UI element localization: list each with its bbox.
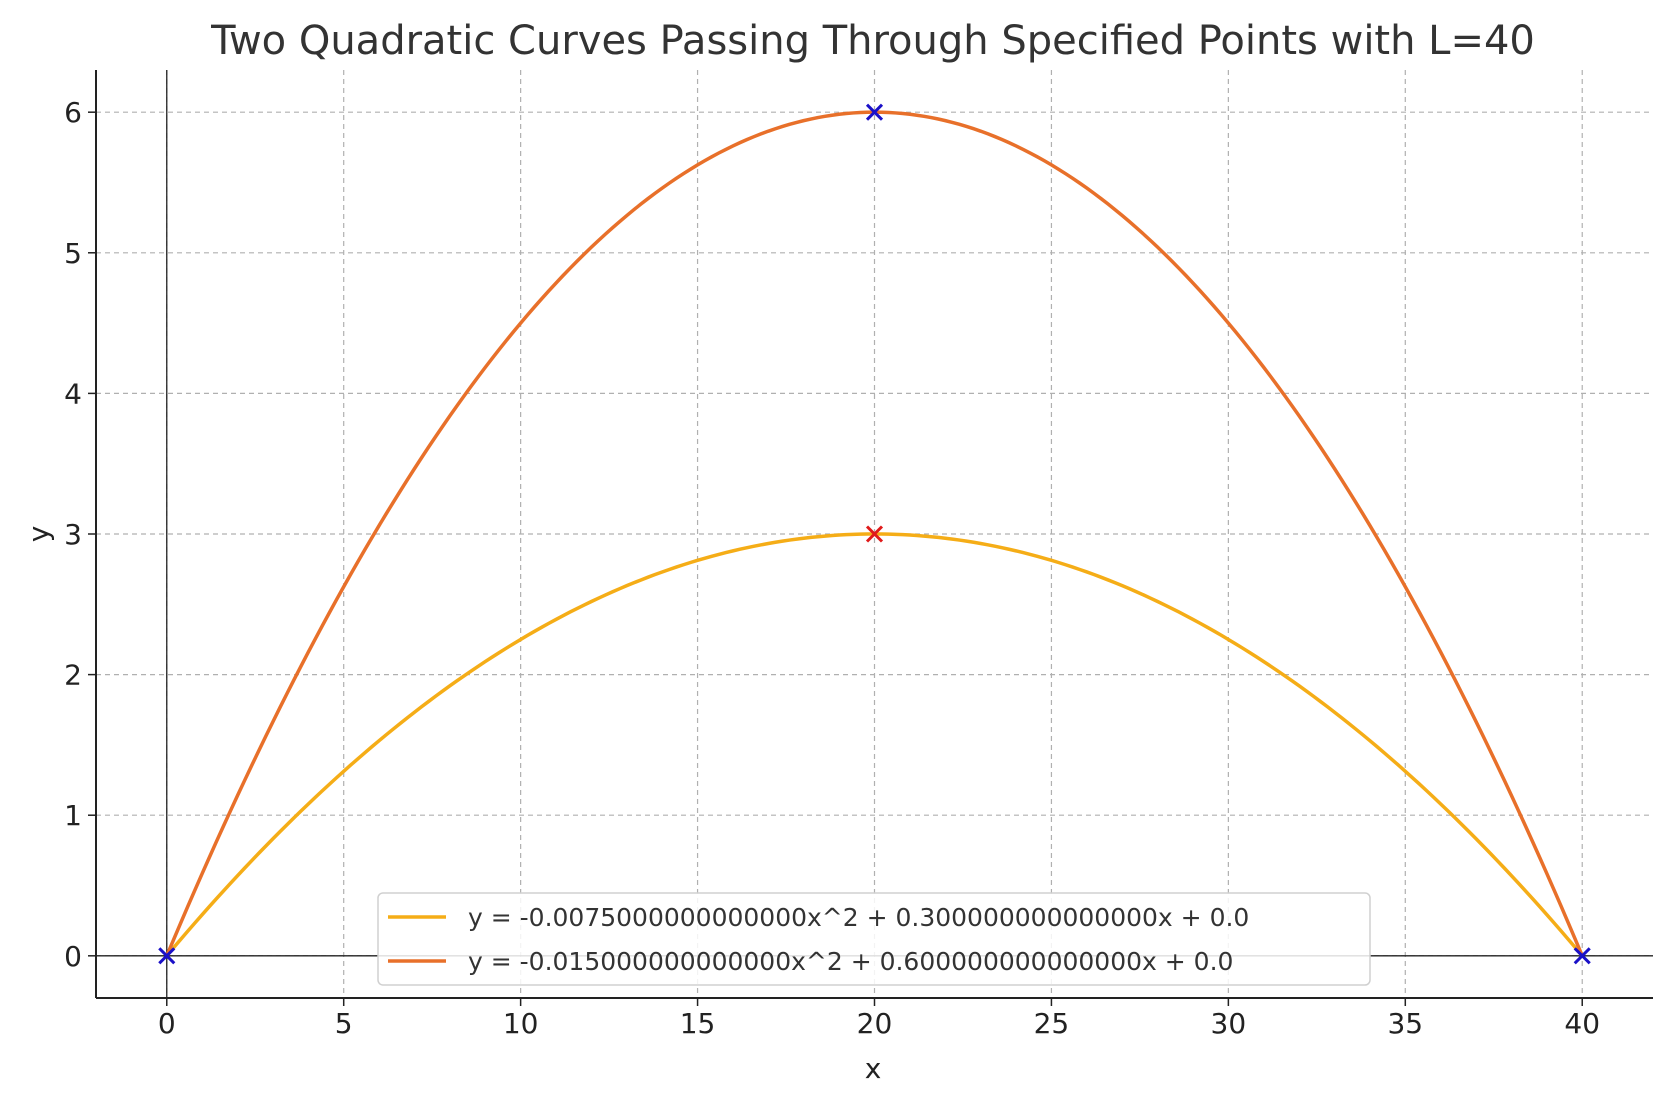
y-axis-label: y xyxy=(22,526,55,543)
legend-label-2: y = -0.015000000000000x^2 + 0.6000000000… xyxy=(468,947,1233,976)
chart-title: Two Quadratic Curves Passing Through Spe… xyxy=(210,18,1535,64)
x-tick-label: 40 xyxy=(1564,1007,1600,1040)
marker-layer xyxy=(158,103,1591,965)
point-marker-4 xyxy=(865,525,884,543)
y-tick-label: 6 xyxy=(64,96,82,129)
y-tick-label: 1 xyxy=(64,799,82,832)
marker-stroke xyxy=(158,947,176,965)
x-tick-label: 15 xyxy=(680,1007,716,1040)
x-tick-label: 10 xyxy=(503,1007,539,1040)
point-marker-2 xyxy=(1573,947,1591,965)
axes-layer xyxy=(88,70,1653,1006)
x-axis-label: x xyxy=(865,1052,882,1085)
x-tick-label: 35 xyxy=(1387,1007,1423,1040)
y-tick-label: 5 xyxy=(64,237,82,270)
legend: y = -0.0075000000000000x^2 + 0.300000000… xyxy=(377,892,1371,986)
point-marker-3 xyxy=(865,103,884,121)
y-tick-label: 4 xyxy=(64,377,82,410)
y-tick-label: 2 xyxy=(64,659,82,692)
x-tick-label: 25 xyxy=(1034,1007,1070,1040)
marker-stroke xyxy=(865,103,884,121)
marker-stroke xyxy=(865,525,884,543)
y-tick-label: 0 xyxy=(64,940,82,973)
legend-box xyxy=(377,892,1371,986)
x-tick-label: 5 xyxy=(335,1007,353,1040)
x-tick-label: 30 xyxy=(1211,1007,1247,1040)
tick-labels: 0 5 10 15 20 25 30 35 40 0 1 2 3 4 5 6 xyxy=(64,96,1600,1040)
point-marker-1 xyxy=(158,947,176,965)
y-tick-label: 3 xyxy=(64,518,82,551)
x-tick-label: 0 xyxy=(158,1007,176,1040)
legend-label-1: y = -0.0075000000000000x^2 + 0.300000000… xyxy=(468,903,1249,932)
marker-stroke xyxy=(1573,947,1591,965)
x-tick-label: 20 xyxy=(857,1007,893,1040)
